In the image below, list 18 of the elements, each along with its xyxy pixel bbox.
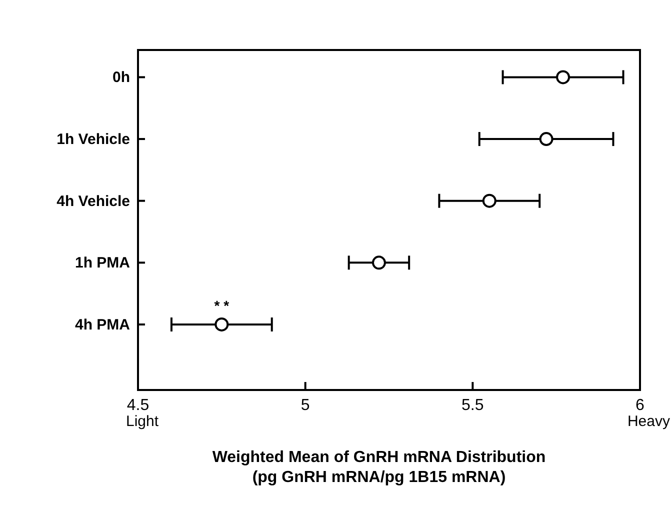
text: Light [126,413,160,430]
x-tick-label: 4.5 [126,397,150,414]
y-tick-label: 0h [112,69,130,86]
x-tick-label: 5.5 [462,397,484,414]
point [372,256,386,270]
y-tick-label: 4h PMA [74,316,130,334]
point [539,132,554,146]
x-tick-label: 5 [300,397,310,414]
y-tick-label: 1h Vehicle [56,131,130,148]
point [482,194,496,208]
x-axis-title: Weighted Mean of GnRH mRNA Distribution (pg GnRH mRNA/pg 1B15 mRNA) [212,449,546,486]
annotation: * * [214,297,230,314]
point [214,317,229,332]
text: Heavy [627,413,670,430]
point [556,70,570,84]
x-tick-label: 6 [636,397,645,414]
y-tick-label: 4h Vehicle [56,192,130,210]
y-tick-label: 1h PMA [74,254,130,272]
